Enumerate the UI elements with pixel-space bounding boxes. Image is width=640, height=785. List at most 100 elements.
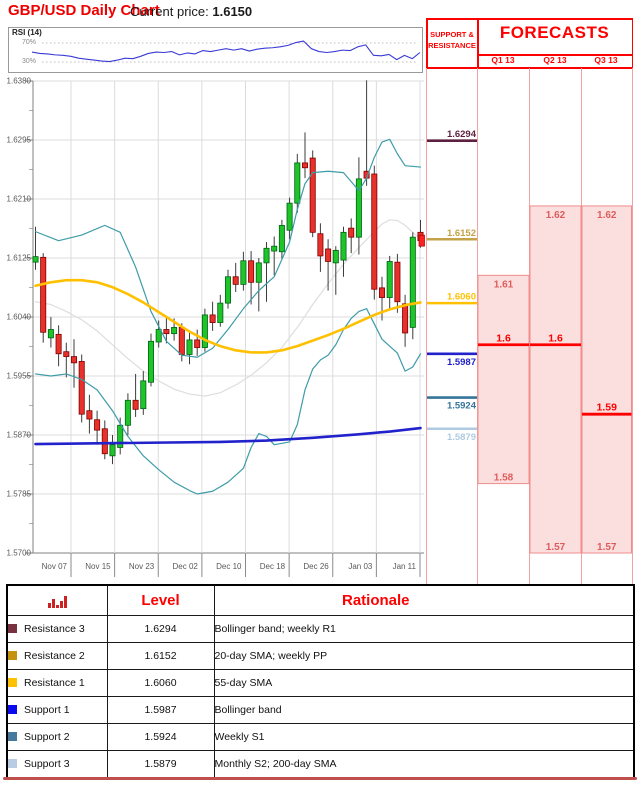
candle-up — [32, 256, 39, 263]
x-tick-label: Dec 26 — [303, 562, 329, 571]
table-row: Support 2 1.5924 Weekly S1 — [6, 723, 635, 751]
forecast-range-box — [477, 274, 530, 485]
forecast-high-label: 1.62 — [546, 210, 566, 221]
current-price: Current price: 1.6150 — [130, 4, 252, 19]
sma-20-line — [34, 219, 422, 397]
rsi-30-tick: 30% — [21, 58, 36, 65]
level-value-cell: 1.6294 — [106, 615, 215, 643]
candle-down — [132, 399, 139, 410]
table-row: Resistance 3 1.6294 Bollinger band; weekly… — [6, 615, 635, 643]
sr-level-label: 1.5924 — [447, 401, 477, 412]
sma-200-line — [34, 426, 422, 446]
x-tick-label: Nov 07 — [42, 562, 68, 571]
x-tick-label: Nov 23 — [129, 562, 155, 571]
candle-up — [171, 327, 178, 335]
candle-up — [47, 329, 54, 339]
x-tick-label: Jan 03 — [348, 562, 373, 571]
candle-down — [248, 260, 255, 283]
sr-level-label: 1.5879 — [447, 432, 476, 443]
table-row: Support 1 1.5987 Bollinger band — [6, 696, 635, 724]
candle-down — [317, 233, 324, 257]
candle-up — [286, 202, 293, 231]
candle-down — [378, 287, 385, 298]
table-row: Support 3 1.5879 Monthly S2; 200-day SMA — [6, 750, 635, 779]
rationale-cell: 55-day SMA — [213, 669, 635, 697]
candle-up — [109, 444, 116, 457]
candle-down — [71, 356, 78, 364]
candle-up — [386, 261, 393, 298]
page-bottom-border — [3, 777, 637, 780]
current-price-marker — [418, 234, 425, 247]
candle-down — [301, 162, 308, 169]
candle-down — [348, 227, 355, 238]
candle-up — [140, 380, 147, 410]
quarter-label-q2: Q2 13 — [543, 55, 567, 65]
level-value-cell: 1.5924 — [106, 723, 215, 751]
candle-down — [194, 339, 201, 348]
level-name: Resistance 2 — [24, 650, 85, 662]
bollinger-lower-line — [34, 308, 422, 495]
candle-down — [309, 157, 316, 233]
level-value-cell: 1.5987 — [106, 696, 215, 724]
forecast-boxes-layer: 1.61 1.58 1.6 1.62 1.57 1.6 1.62 1.57 1.59 — [477, 205, 632, 554]
candle-up — [271, 245, 278, 252]
bar-chart-icon — [8, 594, 106, 608]
x-tick-label: Dec 18 — [260, 562, 286, 571]
level-name-cell: Support 1 — [6, 696, 108, 724]
level-name-cell: Support 2 — [6, 723, 108, 751]
y-tick-label: 1.5955 — [7, 372, 32, 381]
y-tick-label: 1.6210 — [7, 195, 32, 204]
level-color-swatch-icon — [8, 624, 17, 633]
quarter-header-underline — [426, 67, 633, 69]
rationale-column-header: Rationale — [213, 584, 635, 616]
panel-divider-srcol-header — [477, 18, 479, 68]
x-tick-label: Dec 10 — [216, 562, 242, 571]
sr-level-label: 1.6152 — [447, 228, 476, 239]
x-tick-label: Nov 15 — [85, 562, 111, 571]
sma20-layer — [34, 219, 422, 397]
candle-up — [278, 224, 285, 253]
candle-up — [201, 314, 208, 348]
candle-down — [101, 428, 108, 455]
table-row: Resistance 1 1.6060 55-day SMA — [6, 669, 635, 697]
rationale-cell: 20-day SMA; weekly PP — [213, 642, 635, 670]
level-name-cell: Resistance 2 — [6, 642, 108, 670]
level-name: Resistance 1 — [24, 677, 85, 689]
sr-level-label: 1.6294 — [447, 129, 477, 140]
current-price-label: Current price: — [130, 4, 209, 19]
y-tick-label: 1.6040 — [7, 313, 32, 322]
level-color-swatch-icon — [8, 678, 17, 687]
candle-down — [55, 333, 62, 355]
levels-table: Level Rationale Resistance 3 1.6294 Bollin… — [6, 584, 635, 779]
forecast-central-label: 1.6 — [548, 332, 563, 344]
sma-55-line — [34, 278, 422, 354]
level-name: Support 3 — [24, 758, 70, 770]
quarter-label-q3: Q3 13 — [594, 55, 618, 65]
sr-level-label: 1.5987 — [447, 357, 476, 368]
candle-up — [240, 260, 247, 285]
candle-up — [117, 424, 124, 448]
candle-down — [232, 276, 239, 285]
candle-down — [325, 248, 332, 262]
panel-border-top — [426, 18, 633, 20]
candle-up — [355, 178, 362, 238]
candle-up — [255, 262, 262, 283]
current-price-value: 1.6150 — [212, 4, 253, 19]
candle-down — [86, 410, 93, 420]
level-value-cell: 1.6060 — [106, 669, 215, 697]
overlay-lines-layer — [34, 138, 422, 495]
level-name: Support 2 — [24, 731, 70, 743]
level-color-swatch-icon — [8, 651, 17, 660]
y-tick-label: 1.6295 — [7, 136, 32, 145]
level-column-header: Level — [106, 584, 215, 616]
candle-up — [217, 302, 224, 323]
forecasts-title-underline — [477, 54, 633, 56]
x-tick-label: Jan 11 — [393, 562, 417, 571]
page-title: GBP/USD Daily Chart — [8, 2, 160, 19]
forecast-low-label: 1.57 — [597, 542, 617, 553]
level-color-swatch-icon — [8, 732, 17, 741]
candle-down — [40, 256, 47, 333]
candle-down — [371, 173, 378, 290]
